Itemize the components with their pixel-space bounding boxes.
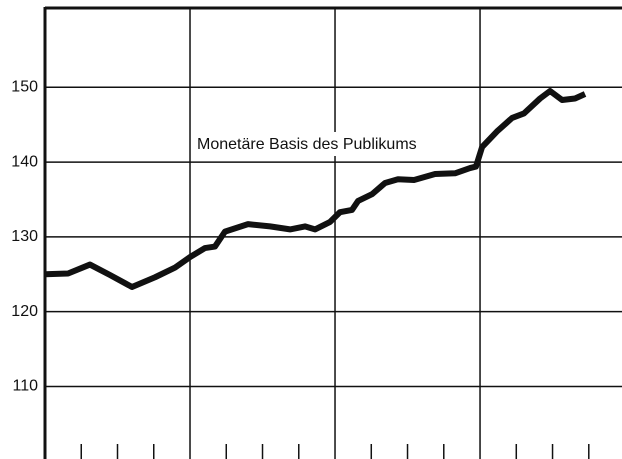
- y-tick-label: 140: [11, 153, 38, 170]
- y-tick-label: 120: [11, 303, 38, 320]
- data-line: [44, 88, 587, 290]
- y-tick-label: 150: [11, 78, 38, 95]
- annotation-bg: [195, 132, 470, 156]
- y-tick-label: 130: [11, 228, 38, 245]
- annotation: Monetäre Basis des Publikums: [197, 136, 417, 153]
- y-tick-label: 110: [12, 378, 38, 395]
